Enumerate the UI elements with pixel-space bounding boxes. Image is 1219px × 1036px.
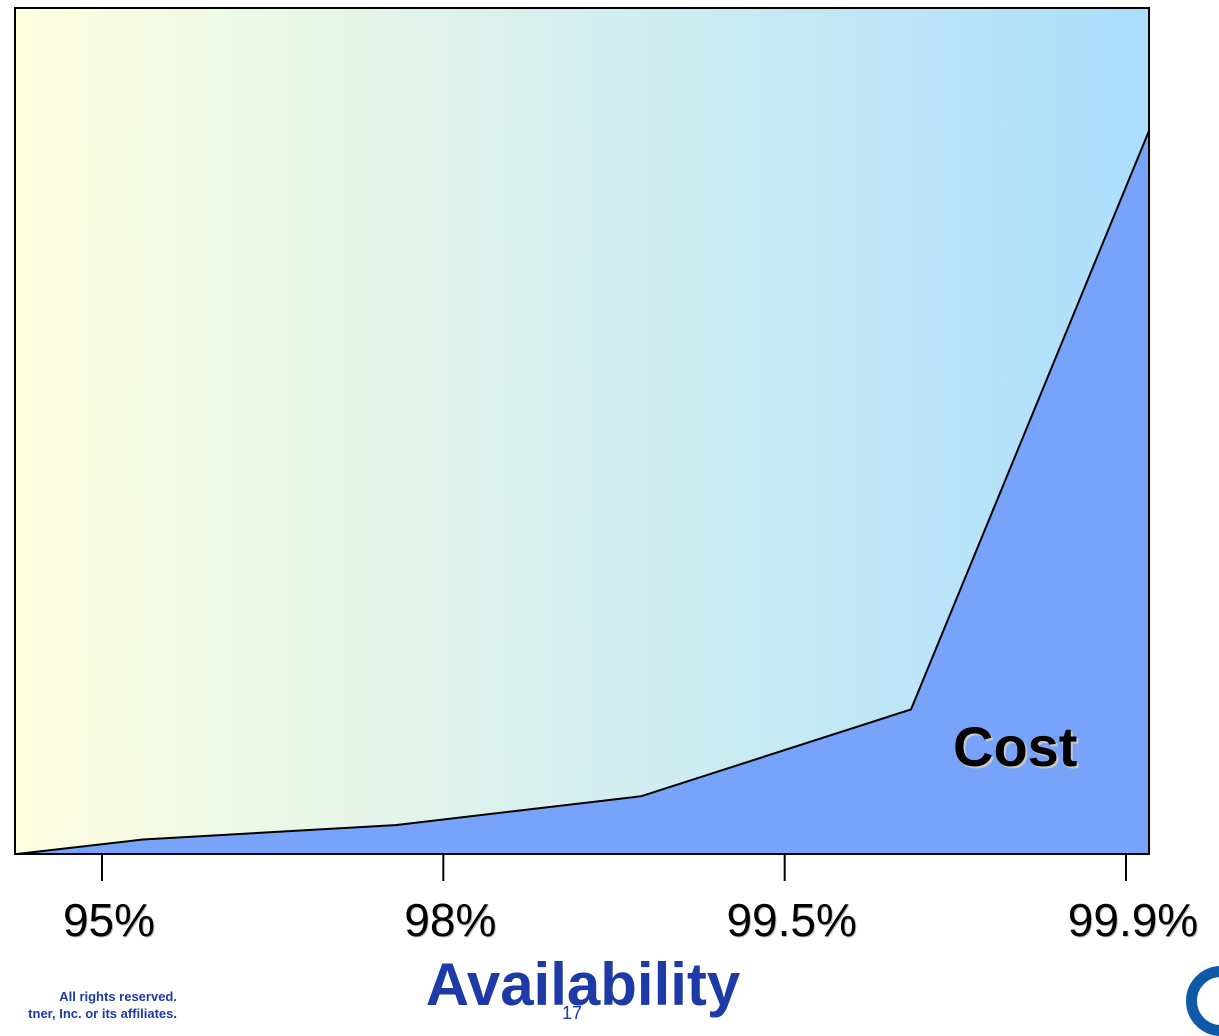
copyright-line-1: All rights reserved. xyxy=(59,989,177,1004)
x-tick-label: 95% xyxy=(62,894,156,946)
series-label-cost: Cost xyxy=(953,715,1078,778)
page-number: 17 xyxy=(561,1003,583,1023)
copyright-line-2: tner, Inc. or its affiliates. xyxy=(28,1006,177,1021)
chart-plot xyxy=(14,7,1150,881)
gartner-g-logo-icon xyxy=(1186,966,1219,1036)
x-tick-label: 99.5% xyxy=(726,894,857,946)
plot-frame xyxy=(14,7,1150,855)
x-tick-label: 98% xyxy=(404,894,497,946)
x-axis-label: Availability xyxy=(425,951,741,1018)
x-tick-label: 99.9% xyxy=(1067,894,1199,946)
